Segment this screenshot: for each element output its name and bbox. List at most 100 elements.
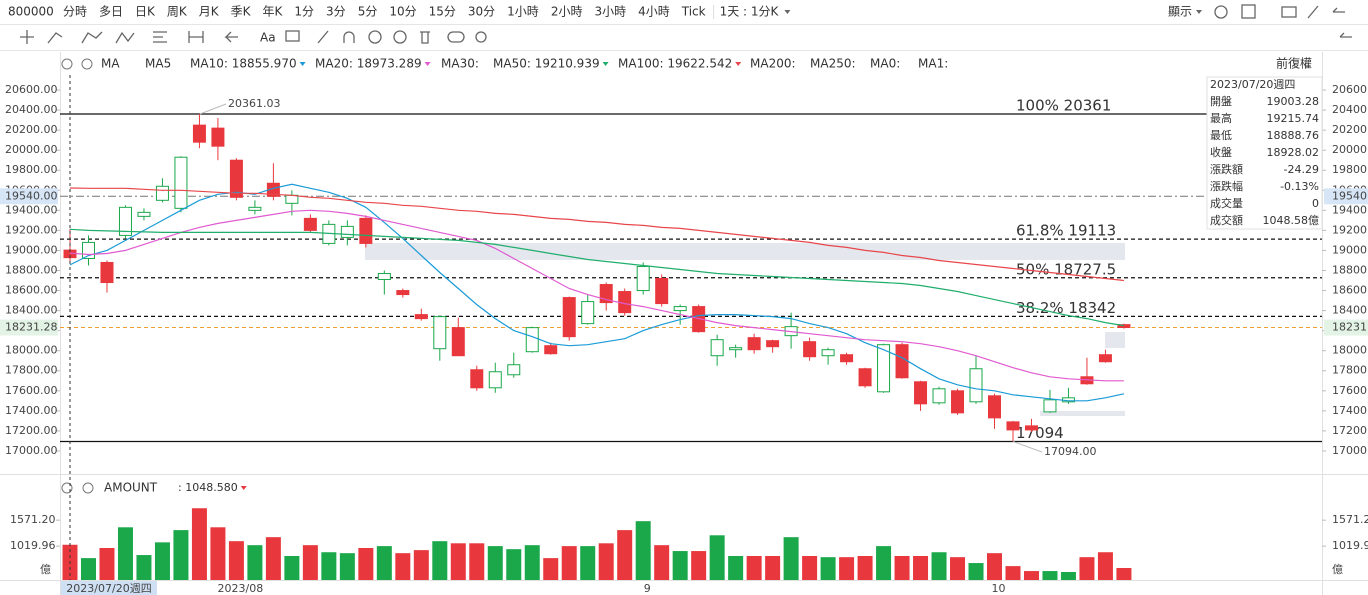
volume-bar	[136, 555, 152, 580]
note-tool[interactable]	[285, 30, 300, 42]
price-label: 18231.28	[5, 321, 58, 334]
legend-entry[interactable]: MA20: 18973.289	[315, 57, 422, 71]
candle-body	[1043, 399, 1057, 413]
candle-body	[211, 127, 225, 147]
pattern-tool[interactable]	[115, 31, 135, 44]
legend-entry-inactive[interactable]: MA0:	[870, 57, 900, 71]
ruler-tool[interactable]	[317, 30, 329, 44]
period-tab[interactable]: 季K	[231, 5, 252, 19]
period-tab[interactable]: 分時	[63, 5, 87, 19]
candle-body	[155, 185, 169, 201]
undo-icon[interactable]	[1332, 7, 1345, 13]
period-tab[interactable]: 1小時	[507, 5, 539, 19]
period-tab[interactable]: 2小時	[551, 5, 583, 19]
settings-icon[interactable]	[61, 58, 73, 70]
period-tab[interactable]: 3分	[326, 5, 346, 19]
volume-unit: 億	[1332, 563, 1343, 576]
fib-tool[interactable]	[153, 31, 167, 43]
info-value: 19003.28	[1267, 95, 1320, 108]
y-tick-label: 20600.00	[5, 83, 58, 96]
screenshot-icon[interactable]	[1281, 6, 1297, 18]
volume-bar	[894, 556, 910, 580]
adjust-mode[interactable]: 前復權	[1276, 56, 1312, 71]
dropdown-arrow	[424, 62, 431, 66]
period-tab[interactable]: 月K	[199, 5, 220, 19]
period-tab[interactable]: 多日	[99, 5, 123, 19]
measure-tool[interactable]	[188, 31, 204, 43]
settings-icon[interactable]	[1214, 5, 1228, 19]
interval-select[interactable]: 1天 : 1分K	[720, 5, 780, 19]
volume-bar	[543, 558, 559, 580]
y-tick-label: 17400.00	[1332, 404, 1368, 417]
candle-body	[1098, 354, 1112, 363]
period-tab[interactable]: 30分	[468, 5, 495, 19]
high-pointer	[199, 103, 227, 115]
period-tab[interactable]: 年K	[263, 5, 284, 19]
volume-bar	[598, 543, 614, 580]
candle-body	[821, 349, 835, 357]
candle-body	[359, 217, 373, 244]
text-tool[interactable]: Aa	[260, 31, 276, 45]
back-icon[interactable]	[1339, 32, 1352, 38]
period-tab[interactable]: 15分	[429, 5, 456, 19]
close-icon[interactable]	[82, 482, 94, 494]
volume-bar	[561, 546, 577, 580]
hide-tool[interactable]	[393, 30, 407, 44]
legend-entry[interactable]: MA50: 19210.939	[493, 57, 600, 71]
volume-bar	[247, 545, 263, 580]
legend-entry-inactive[interactable]: MA250:	[810, 57, 856, 71]
magnet-tool[interactable]	[343, 31, 355, 43]
display-menu[interactable]: 顯示	[1168, 5, 1192, 19]
symbol[interactable]: 800000	[8, 5, 54, 19]
volume-bar	[876, 546, 892, 580]
legend-entry-inactive[interactable]: MA30:	[441, 57, 479, 71]
candle-body	[396, 290, 410, 296]
period-tab[interactable]: Tick	[681, 5, 706, 19]
legend-entry-inactive[interactable]: MA200:	[750, 57, 796, 71]
candle-body	[451, 327, 465, 357]
period-tab[interactable]: 5分	[358, 5, 378, 19]
settings-tool[interactable]	[475, 31, 487, 43]
arrow-tool[interactable]	[224, 31, 238, 43]
x-tick-label: 9	[644, 582, 651, 595]
layout-icon[interactable]	[1241, 4, 1256, 19]
candle-body	[951, 390, 965, 414]
y-tick-label: 17200.00	[5, 424, 58, 437]
delete-tool[interactable]	[420, 31, 430, 44]
volume-tick-label: 1019.96	[10, 539, 56, 552]
settings-icon[interactable]	[61, 482, 73, 494]
volume-unit: 億	[40, 563, 51, 576]
high-label: 20361.03	[228, 97, 281, 110]
line-tool[interactable]	[47, 32, 63, 44]
lock-tool[interactable]	[368, 30, 382, 44]
info-value: -24.29	[1284, 163, 1319, 176]
indicator-name: MA	[101, 57, 120, 71]
edit-icon[interactable]	[1307, 5, 1319, 19]
close-icon[interactable]	[81, 58, 93, 70]
volume-bar	[1005, 566, 1021, 580]
period-tab[interactable]: 周K	[167, 5, 188, 19]
volume-bar	[450, 543, 466, 580]
volume-bar	[99, 548, 115, 580]
period-tab[interactable]: 10分	[389, 5, 416, 19]
drawing-tools[interactable]	[20, 4, 1352, 44]
legend-icons[interactable]	[61, 58, 94, 494]
candle-body	[507, 364, 521, 376]
candle-body	[895, 344, 909, 379]
period-tab[interactable]: 4小時	[638, 5, 670, 19]
link-tool[interactable]	[447, 31, 465, 43]
dropdown-arrow	[1196, 10, 1202, 14]
legend-entry-inactive[interactable]: MA5	[145, 57, 171, 71]
legend-entry[interactable]: MA10: 18855.970	[190, 57, 297, 71]
path-tool[interactable]	[81, 31, 103, 44]
period-tab[interactable]: 1分	[294, 5, 314, 19]
crosshair-tool[interactable]	[20, 30, 34, 44]
period-tab[interactable]: 3小時	[594, 5, 626, 19]
legend-entry[interactable]: MA100: 19622.542	[618, 57, 732, 71]
crosshair-date: 2023/07/20週四	[66, 582, 151, 595]
period-tab[interactable]: 日K	[135, 5, 156, 19]
volume-bar	[117, 527, 133, 580]
info-label: 漲跌幅	[1210, 179, 1243, 193]
legend-entry-inactive[interactable]: MA1:	[918, 57, 948, 71]
volume-bar	[1079, 557, 1095, 580]
